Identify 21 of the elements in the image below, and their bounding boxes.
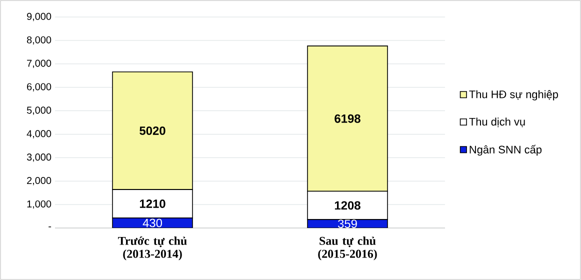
data-label: 430 bbox=[142, 218, 162, 228]
y-tick-label: 4,000 bbox=[26, 130, 52, 138]
legend-label: Thu HĐ sự nghiệp bbox=[469, 90, 558, 100]
legend-label: Ngân SNN cấp bbox=[470, 144, 542, 156]
y-tick-label: 7,000 bbox=[27, 60, 52, 68]
data-label: 6198 bbox=[334, 114, 360, 123]
y-tick-label: - bbox=[48, 226, 52, 228]
data-label: 1210 bbox=[140, 200, 166, 208]
data-label: 5020 bbox=[140, 126, 166, 135]
x-tick-label: Sau tự chủ (2015-2016) bbox=[318, 236, 377, 260]
y-tick-label: 5,000 bbox=[26, 106, 52, 115]
data-label: 1208 bbox=[334, 201, 360, 210]
y-tick-label: 6,000 bbox=[27, 83, 52, 92]
y-tick-label: 9,000 bbox=[27, 12, 52, 22]
data-label: 359 bbox=[338, 220, 357, 228]
x-tick-label: Trước tự chủ (2013-2014) bbox=[118, 236, 187, 260]
y-tick-label: 1,000 bbox=[27, 200, 52, 209]
y-tick-label: 2,000 bbox=[27, 177, 52, 186]
y-tick-label: 3,000 bbox=[26, 154, 52, 162]
y-tick-label: 8,000 bbox=[26, 36, 52, 45]
legend-label: Thu dịch vụ bbox=[469, 118, 525, 128]
